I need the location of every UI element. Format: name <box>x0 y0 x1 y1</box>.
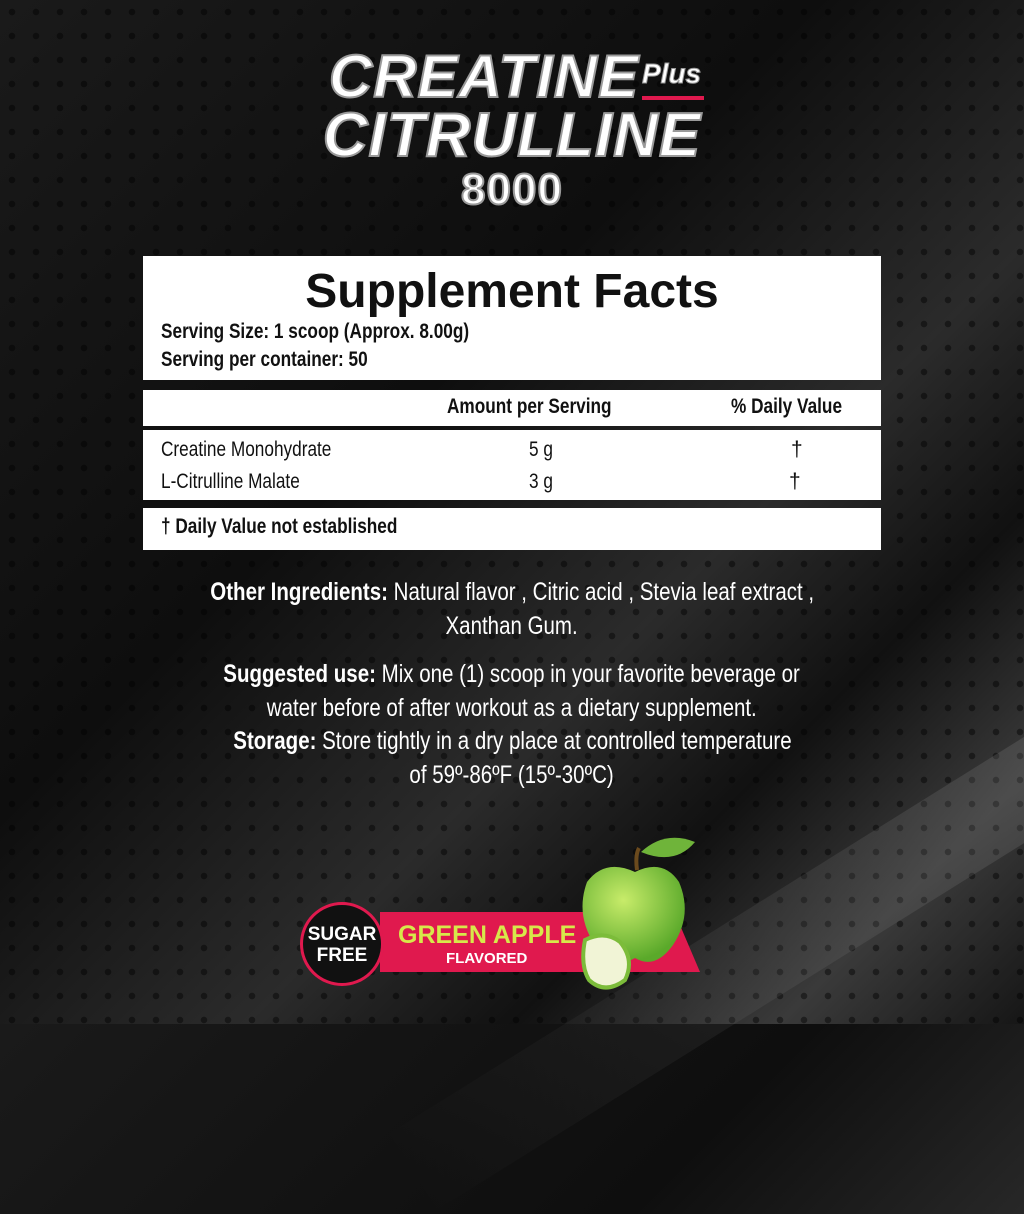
ingredient-dv: † <box>791 438 803 461</box>
other-ingredients-text-2: Xanthan Gum. <box>445 612 579 640</box>
other-ingredients-label: Other Ingredients: <box>210 578 388 606</box>
flavored-label: FLAVORED <box>446 950 528 967</box>
brand-line-1: CREATINE <box>328 42 640 111</box>
brand-line-2: CITRULLINE <box>322 100 702 171</box>
suggested-use-text: Mix one (1) scoop in your favorite bever… <box>382 660 801 688</box>
col-daily-value: % Daily Value <box>731 395 843 418</box>
facts-footnote-box: † Daily Value not established <box>143 508 881 550</box>
serving-size: Serving Size: 1 scoop (Approx. 8.00g) <box>161 320 470 343</box>
storage-text-2: of 59º-86ºF (15º-30ºC) <box>409 761 615 789</box>
plus-underline <box>642 96 704 100</box>
ingredient-amount: 5 g <box>529 438 553 461</box>
suggested-use-text-2: water before of after workout as a dieta… <box>266 694 757 722</box>
facts-heading: Supplement Facts <box>305 265 719 318</box>
ingredient-amount: 3 g <box>529 470 553 493</box>
facts-header: Supplement Facts Serving Size: 1 scoop (… <box>143 256 881 380</box>
badge-sugar: SUGAR <box>307 924 377 945</box>
footnote: † Daily Value not established <box>161 515 398 538</box>
storage-text: Store tightly in a dry place at controll… <box>321 727 792 755</box>
facts-rows: Creatine Monohydrate 5 g † L-Citrulline … <box>143 430 881 500</box>
storage-label: Storage: <box>232 727 316 755</box>
ingredient-dv: † <box>789 470 801 493</box>
brand-line-3: 8000 <box>460 164 563 215</box>
facts-column-headers: Amount per Serving % Daily Value <box>143 390 881 426</box>
badge-free: FREE <box>316 945 368 966</box>
col-amount: Amount per Serving <box>447 395 612 418</box>
flavor-name: GREEN APPLE <box>398 921 577 949</box>
servings-per-container: Serving per container: 50 <box>161 348 368 371</box>
ingredient-name: L-Citrulline Malate <box>161 470 300 493</box>
ingredient-name: Creatine Monohydrate <box>161 438 332 461</box>
green-apple-icon <box>581 837 695 990</box>
brand-plus: Plus <box>641 58 702 90</box>
suggested-use-label: Suggested use: <box>223 660 377 688</box>
other-ingredients-text: Natural flavor , Citric acid , Stevia le… <box>393 578 814 606</box>
sugar-free-badge: SUGAR FREE <box>300 902 384 986</box>
